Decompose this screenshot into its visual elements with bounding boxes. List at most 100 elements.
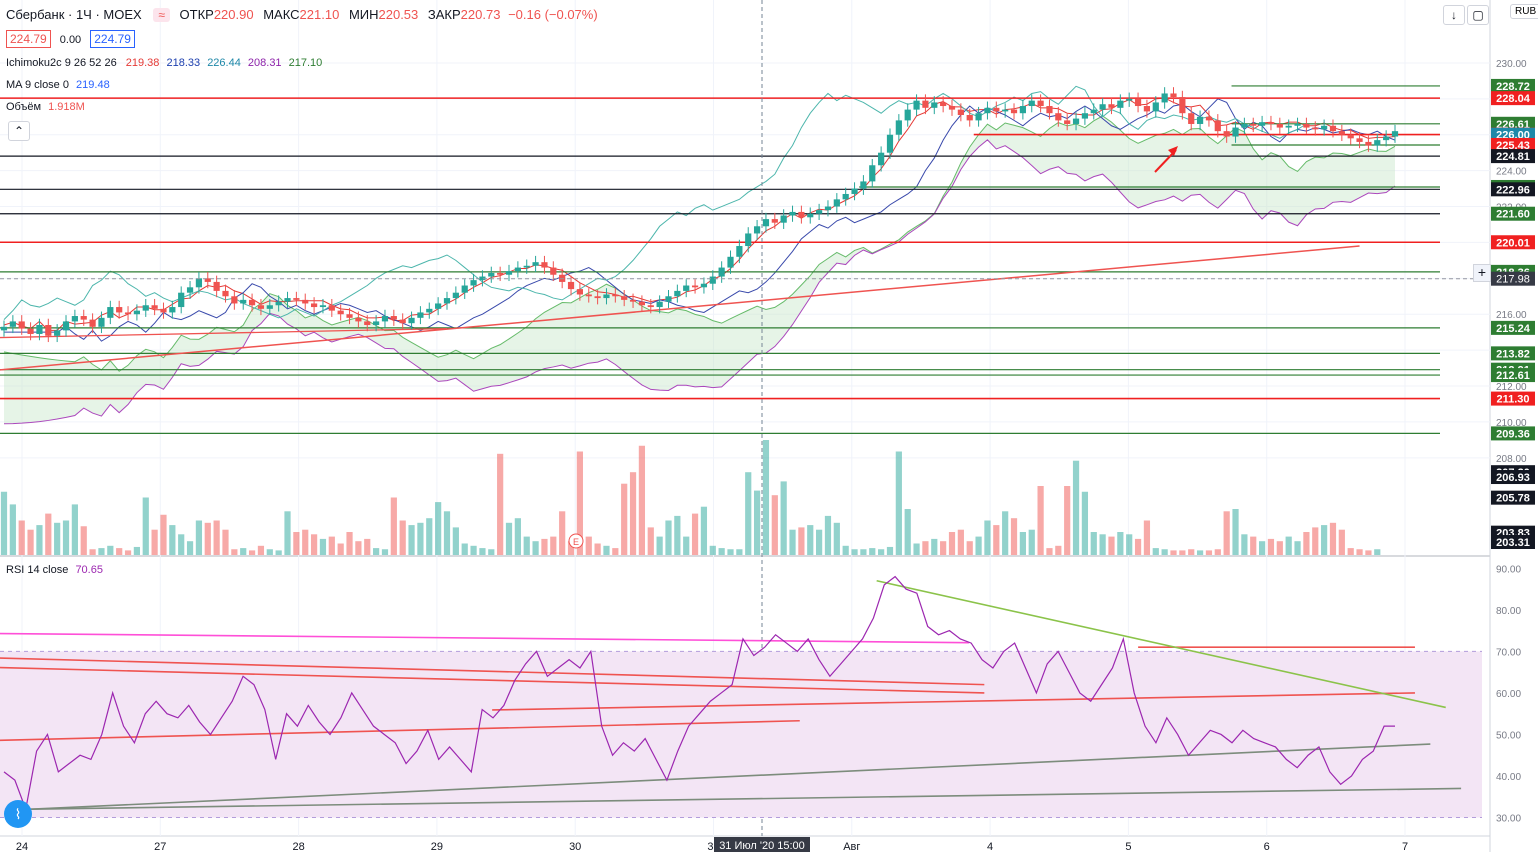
tradingview-logo[interactable]: ⌇ <box>4 800 32 828</box>
candle-body <box>1081 113 1089 119</box>
price-label <box>1491 78 1535 93</box>
candle-body <box>470 280 477 286</box>
x-tick-label: 31 <box>707 841 719 852</box>
volume-bar <box>603 545 610 555</box>
price-label <box>1491 137 1535 152</box>
senkou-span-a <box>3 115 1396 372</box>
rsi-trend-line <box>0 632 969 644</box>
volume-bar <box>1250 536 1257 555</box>
volume-bar <box>1259 541 1266 555</box>
earnings-icon[interactable] <box>568 533 584 549</box>
candle-body <box>1090 109 1097 114</box>
collapse-legend-button[interactable]: ⌃ <box>8 121 30 141</box>
candle-body <box>1232 127 1239 137</box>
add-alert-icon[interactable]: + <box>1473 264 1491 282</box>
candle-body <box>248 299 256 306</box>
volume-bar <box>913 543 920 555</box>
download-icon: ↓ <box>1451 8 1457 22</box>
candle-body <box>603 294 610 299</box>
candle-body <box>674 290 681 297</box>
price-label <box>1491 182 1535 197</box>
volume-bar <box>948 532 956 555</box>
volume-bar <box>1276 541 1283 555</box>
candle-body <box>160 308 167 313</box>
currency-badge[interactable]: RUB <box>1510 4 1538 19</box>
volume-bar <box>186 541 194 555</box>
open-label: ОТКР <box>179 7 214 22</box>
ichimoku-legend[interactable]: Ichimoku2c 9 26 52 26 219.38 218.33 226.… <box>6 57 322 69</box>
bid-box[interactable]: 224.79 <box>6 30 51 48</box>
volume-bar <box>89 549 96 555</box>
volume-bar <box>886 546 894 555</box>
volume-bar <box>275 550 282 555</box>
volume-bar <box>54 522 61 555</box>
volume-bar <box>18 520 25 555</box>
candle-body <box>1276 123 1283 128</box>
arrow-head-icon <box>1168 146 1178 156</box>
symbol-title[interactable]: Сбербанк · 1Ч · MOEX <box>6 7 142 22</box>
price-tick-label: 208.00 <box>1496 454 1527 465</box>
candle-body <box>107 307 114 318</box>
candle-body <box>27 328 34 334</box>
volume-bar <box>1170 550 1177 555</box>
rsi-legend[interactable]: RSI 14 close 70.65 <box>6 564 103 576</box>
download-button[interactable]: ↓ <box>1443 5 1465 25</box>
candle-body <box>452 292 459 299</box>
volume-bar <box>452 527 459 555</box>
volume-bar <box>266 549 273 555</box>
volume-bar <box>160 514 167 555</box>
volume-bar <box>895 451 902 555</box>
candle-body <box>807 213 814 218</box>
volume-bar <box>1108 536 1115 555</box>
candle-body <box>931 102 938 108</box>
ma-label: MA 9 close 0 <box>6 79 69 91</box>
price-label <box>1491 320 1535 335</box>
crosshair-price-label <box>1491 271 1535 286</box>
candle-body <box>798 211 805 218</box>
candle-body <box>142 305 149 311</box>
volume-bar <box>541 538 548 555</box>
volume-bar <box>443 511 451 555</box>
volume-legend[interactable]: Объём 1.918M <box>6 101 85 113</box>
volume-bar <box>514 518 521 555</box>
x-tick-label: 5 <box>1125 841 1131 852</box>
chart-header: Сбербанк · 1Ч · MOEX ≈ ОТКР220.90 МАКС22… <box>6 7 598 22</box>
volume-bar <box>665 520 672 555</box>
earnings-icon-letter: E <box>573 537 579 547</box>
candle-body <box>886 134 894 153</box>
volume-bar <box>178 534 185 555</box>
volume-bar <box>355 541 362 555</box>
price-label <box>1491 91 1535 106</box>
volume-bar <box>80 526 87 555</box>
candle-body <box>408 317 415 324</box>
rsi-trend-line <box>876 579 1446 709</box>
candle-body <box>629 299 637 302</box>
price-label <box>1491 535 1535 549</box>
volume-bar <box>62 520 70 555</box>
volume-bar <box>284 511 291 555</box>
ask-box[interactable]: 224.79 <box>90 30 135 48</box>
candle-body <box>399 319 406 324</box>
fullscreen-button[interactable]: ▢ <box>1467 5 1489 25</box>
wave-icon[interactable]: ≈ <box>153 8 170 22</box>
x-tick-label: 30 <box>569 841 581 852</box>
volume-bar <box>71 504 78 555</box>
rsi-trend-line <box>0 657 985 686</box>
ichimoku-value-1: 218.33 <box>166 57 201 69</box>
candle-body <box>257 305 265 309</box>
x-tick-label: Авг <box>843 841 860 852</box>
volume-bar <box>1179 550 1186 555</box>
candle-body <box>9 321 16 327</box>
volume-bar <box>1374 549 1381 555</box>
candle-body <box>497 272 504 275</box>
ma-legend[interactable]: MA 9 close 0 219.48 <box>6 79 110 91</box>
volume-bar <box>656 536 663 555</box>
crosshair-time-label <box>714 837 810 852</box>
volume-bar <box>293 532 300 555</box>
volume-bar <box>116 548 123 555</box>
volume-bar <box>1081 491 1089 555</box>
candle-body <box>851 188 858 194</box>
volume-bar <box>1196 550 1204 555</box>
volume-bar <box>1232 509 1239 555</box>
